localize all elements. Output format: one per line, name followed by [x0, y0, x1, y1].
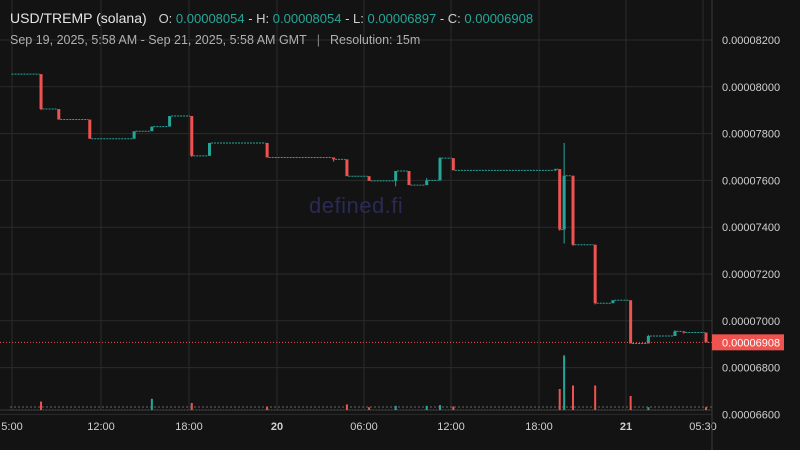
- volume-bar: [439, 405, 442, 410]
- volume-bar: [394, 405, 397, 410]
- date-range: Sep 19, 2025, 5:58 AM - Sep 21, 2025, 5:…: [10, 33, 307, 47]
- volume-bar: [594, 385, 597, 410]
- x-tick-label: 21: [620, 421, 632, 433]
- x-tick-label: 18:00: [175, 421, 203, 433]
- x-tick-label: 05:30: [689, 421, 717, 433]
- candle-body: [629, 300, 633, 344]
- candle-body: [168, 116, 172, 127]
- y-tick-label: 0.00008000: [722, 82, 780, 94]
- volume-bar: [368, 407, 371, 410]
- candle-body: [265, 142, 269, 158]
- volume-bar: [425, 405, 428, 410]
- y-tick-label: 0.00007600: [722, 175, 780, 187]
- x-tick-label: 12:00: [437, 421, 465, 433]
- candle-body: [367, 176, 371, 181]
- candle-body: [611, 300, 615, 304]
- x-tick-label: 18:00: [525, 421, 553, 433]
- volume-bar: [452, 406, 455, 410]
- open-label: O:: [158, 11, 173, 26]
- volume-bar: [190, 403, 193, 410]
- volume-bar: [345, 404, 348, 410]
- y-tick-label: 0.00006600: [722, 409, 780, 421]
- volume-bar: [647, 407, 650, 410]
- volume-bar: [558, 389, 561, 410]
- close-value: 0.00006908: [464, 11, 534, 26]
- volume-bar: [563, 355, 566, 410]
- chart-header: USD/TREMP (solana) O: 0.00008054 - H: 0.…: [10, 10, 533, 26]
- y-tick-label: 0.00007800: [722, 129, 780, 141]
- x-tick-label: 5:00: [1, 421, 22, 433]
- close-label: C:: [447, 11, 461, 26]
- high-label: H:: [256, 11, 270, 26]
- volume-bar: [572, 385, 575, 410]
- last-price-label: 0.00006908: [722, 337, 780, 349]
- open-value: 0.00008054: [175, 11, 245, 26]
- low-value: 0.00006897: [367, 11, 437, 26]
- candle-body: [704, 332, 708, 343]
- high-value: 0.00008054: [272, 11, 342, 26]
- low-label: L:: [353, 11, 364, 26]
- x-tick-label: 12:00: [87, 421, 115, 433]
- ohlc-readout: O: 0.00008054 - H: 0.00008054 - L: 0.000…: [158, 11, 534, 26]
- y-tick-label: 0.00008200: [722, 35, 780, 47]
- candle-body: [88, 119, 92, 139]
- candle-body: [345, 159, 349, 177]
- volume-bar: [705, 407, 707, 410]
- y-tick-label: 0.00007400: [722, 222, 780, 234]
- x-tick-label: 20: [271, 421, 283, 433]
- chart-subheader: Sep 19, 2025, 5:58 AM - Sep 21, 2025, 5:…: [10, 33, 420, 47]
- volume-bar: [266, 406, 269, 410]
- resolution-label: Resolution: 15m: [329, 33, 421, 47]
- volume-bar: [629, 396, 632, 410]
- candle-body: [132, 131, 136, 139]
- last-price-tag: [712, 334, 784, 351]
- volume-bar: [150, 398, 153, 410]
- symbol-label: USD/TREMP (solana): [10, 10, 147, 26]
- separator: |: [316, 33, 320, 47]
- candle-body: [207, 142, 211, 156]
- candle-body: [150, 126, 154, 132]
- candle-body: [57, 109, 61, 120]
- watermark: defined.fi: [309, 193, 404, 218]
- x-tick-label: 06:00: [350, 421, 378, 433]
- candle-body: [451, 158, 455, 171]
- y-tick-label: 0.00007000: [722, 316, 780, 328]
- candle-body: [407, 171, 411, 186]
- volume-bar: [40, 401, 43, 410]
- y-tick-label: 0.00007200: [722, 269, 780, 281]
- y-tick-label: 0.00006800: [722, 363, 780, 375]
